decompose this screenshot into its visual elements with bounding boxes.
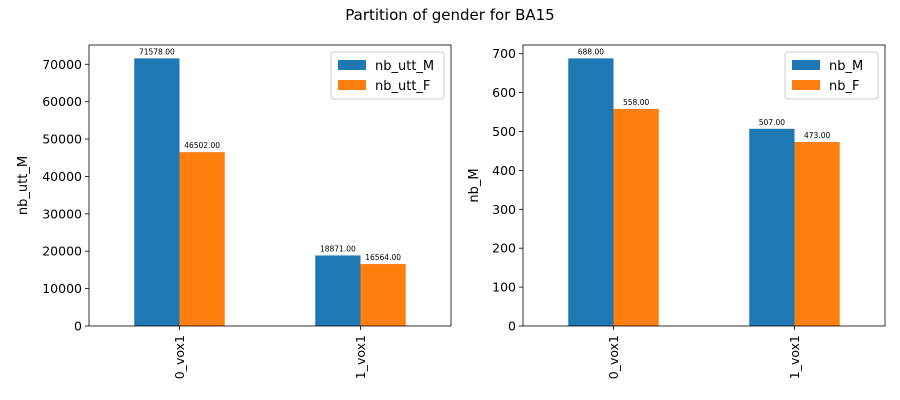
plots: nb_utt_M 0 10000 20000 30000 40000 50000 60000 7… xyxy=(16,44,886,379)
figure-title: Partition of gender for BA15 xyxy=(345,6,554,24)
y-tick-label: 10000 xyxy=(42,281,82,296)
legend: nb_M nb_F xyxy=(784,51,879,100)
y-tick-label: 300 xyxy=(492,202,516,217)
bar-data-label: 688.00 xyxy=(578,47,604,56)
bar-nb_M-1_vox1 xyxy=(749,128,795,326)
axes-frame xyxy=(522,44,886,327)
y-tick-label: 60000 xyxy=(42,94,82,109)
x-tick-label: 1_vox1 xyxy=(353,335,368,379)
bar-data-label: 71578.00 xyxy=(139,47,175,56)
y-tick-label: 600 xyxy=(492,85,516,100)
legend: nb_utt_M nb_utt_F xyxy=(330,51,445,100)
legend-swatch xyxy=(792,60,820,70)
x-tick-label: 1_vox1 xyxy=(787,335,802,379)
legend-entry: nb_utt_F xyxy=(375,79,430,94)
bar-nb_utt_F-1_vox1 xyxy=(360,264,406,326)
y-tick-label: 700 xyxy=(492,46,516,61)
legend-entry: nb_F xyxy=(829,79,859,94)
bar-data-label: 18871.00 xyxy=(320,244,356,253)
chart-panel-2: nb_M 0 100 200 300 400 500 600 700 688.00 558.00 0_… xyxy=(467,44,886,379)
y-tick-label: 30000 xyxy=(42,206,82,221)
x-tick-label: 0_vox1 xyxy=(172,335,187,379)
y-axis-label: nb_M xyxy=(467,168,482,202)
y-tick-label: 0 xyxy=(508,319,516,334)
bar-data-label: 16564.00 xyxy=(365,253,401,262)
y-tick-label: 70000 xyxy=(42,57,82,72)
legend-swatch xyxy=(792,80,820,90)
bar-nb_utt_F-0_vox1 xyxy=(179,152,225,326)
bar-data-label: 507.00 xyxy=(759,118,785,127)
bar-nb_M-0_vox1 xyxy=(568,58,614,326)
legend-entry: nb_utt_M xyxy=(375,59,434,74)
y-tick-label: 100 xyxy=(492,280,516,295)
y-tick-label: 50000 xyxy=(42,132,82,147)
bar-data-label: 558.00 xyxy=(623,98,649,107)
legend-entry: nb_M xyxy=(829,59,863,74)
axes-frame xyxy=(88,44,452,327)
bar-data-label: 473.00 xyxy=(804,131,830,140)
bar-nb_utt_M-0_vox1 xyxy=(134,58,180,326)
bar-nb_F-1_vox1 xyxy=(794,142,840,326)
x-tick-label: 0_vox1 xyxy=(606,335,621,379)
y-tick-label: 20000 xyxy=(42,244,82,259)
bar-nb_utt_M-1_vox1 xyxy=(315,255,361,326)
y-tick-label: 40000 xyxy=(42,169,82,184)
bar-data-label: 46502.00 xyxy=(184,141,220,150)
y-tick-label: 0 xyxy=(74,319,82,334)
y-tick-label: 200 xyxy=(492,241,516,256)
y-axis-label: nb_utt_M xyxy=(16,156,31,215)
y-tick-label: 400 xyxy=(492,163,516,178)
chart-panel-1: nb_utt_M 0 10000 20000 30000 40000 50000 60000 7… xyxy=(16,44,452,379)
bar-nb_F-0_vox1 xyxy=(613,108,659,326)
legend-swatch xyxy=(338,80,366,90)
y-tick-label: 500 xyxy=(492,124,516,139)
legend-swatch xyxy=(338,60,366,70)
